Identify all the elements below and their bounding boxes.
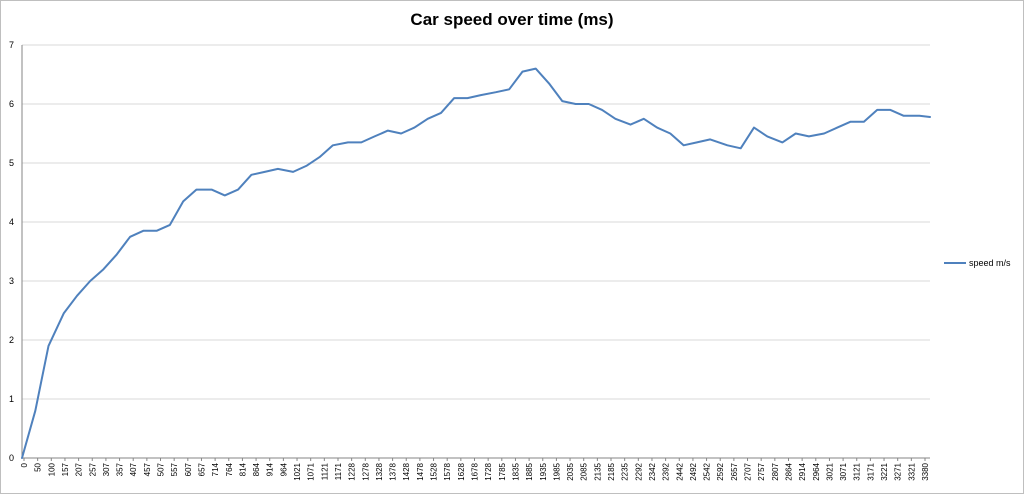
y-tick-label: 4 — [9, 217, 14, 227]
x-tick-label: 2342 — [648, 462, 657, 480]
x-tick-label: 2492 — [689, 462, 698, 480]
x-tick-label: 507 — [157, 462, 166, 476]
x-tick-label: 1528 — [430, 462, 439, 480]
x-tick-label: 1985 — [552, 462, 561, 480]
x-tick-label: 2964 — [812, 462, 821, 480]
y-tick-label: 3 — [9, 276, 14, 286]
x-tick-label: 1935 — [539, 462, 548, 480]
x-tick-label: 3380 — [921, 462, 930, 480]
x-tick-label: 2235 — [621, 462, 630, 480]
x-tick-label: 2442 — [675, 462, 684, 480]
x-tick-label: 2864 — [784, 462, 793, 480]
x-tick-label: 1328 — [375, 462, 384, 480]
axes — [21, 45, 930, 459]
x-tick-label: 1478 — [416, 462, 425, 480]
x-tick-label: 3121 — [853, 462, 862, 480]
x-tick-label: 2542 — [703, 462, 712, 480]
x-tick-label: 257 — [88, 462, 97, 476]
x-tick-label: 2757 — [757, 462, 766, 480]
chart-title: Car speed over time (ms) — [410, 10, 614, 29]
x-tick-label: 407 — [129, 462, 138, 476]
gridlines — [22, 44, 930, 400]
x-tick-label: 1021 — [293, 462, 302, 480]
x-tick-label: 764 — [225, 462, 234, 476]
x-tick-label: 1171 — [334, 462, 343, 480]
legend-label: speed m/s — [969, 258, 1011, 268]
x-tick-label: 3171 — [866, 462, 875, 480]
y-axis-ticks: 0 1 2 3 4 5 6 7 — [9, 40, 14, 463]
x-tick-label: 1578 — [443, 462, 452, 480]
x-tick-label: 3221 — [880, 462, 889, 480]
x-tick-label: 2707 — [744, 462, 753, 480]
x-tick-label: 3271 — [894, 462, 903, 480]
x-tick-label: 2135 — [593, 462, 602, 480]
x-tick-label: 3321 — [907, 462, 916, 480]
x-tick-label: 1278 — [361, 462, 370, 480]
x-tick-label: 2657 — [730, 462, 739, 480]
x-axis-ticks: 0 50 100 157 207 257 307 357 407 457 507 557 607 657 7… — [20, 458, 930, 481]
x-tick-label: 914 — [266, 462, 275, 476]
x-tick-label: 1228 — [348, 462, 357, 480]
x-tick-label: 964 — [279, 462, 288, 476]
x-tick-label: 2185 — [607, 462, 616, 480]
x-tick-label: 2292 — [634, 462, 643, 480]
x-tick-label: 657 — [197, 462, 206, 476]
y-tick-label: 2 — [9, 335, 14, 345]
x-tick-label: 1428 — [402, 462, 411, 480]
x-tick-label: 100 — [47, 462, 56, 476]
x-tick-label: 357 — [116, 462, 125, 476]
y-tick-label: 5 — [9, 158, 14, 168]
x-tick-label: 714 — [211, 462, 220, 476]
x-tick-label: 307 — [102, 462, 111, 476]
x-tick-label: 1785 — [498, 462, 507, 480]
x-tick-label: 1835 — [511, 462, 520, 480]
x-tick-label: 2914 — [798, 462, 807, 480]
x-tick-label: 607 — [184, 462, 193, 476]
x-tick-label: 2807 — [771, 462, 780, 480]
x-tick-label: 1728 — [484, 462, 493, 480]
x-tick-label: 157 — [61, 462, 70, 476]
x-tick-label: 2592 — [716, 462, 725, 480]
x-tick-label: 1885 — [525, 462, 534, 480]
y-tick-label: 7 — [9, 40, 14, 50]
x-tick-label: 2392 — [662, 462, 671, 480]
series-line-speed — [21, 67, 931, 459]
series-layer — [21, 67, 931, 459]
x-tick-label: 50 — [34, 462, 43, 471]
x-tick-label: 1678 — [471, 462, 480, 480]
x-tick-label: 2085 — [580, 462, 589, 480]
x-tick-label: 3021 — [825, 462, 834, 480]
x-tick-label: 1071 — [307, 462, 316, 480]
y-tick-label: 1 — [9, 394, 14, 404]
y-tick-label: 6 — [9, 99, 14, 109]
x-tick-label: 457 — [143, 462, 152, 476]
x-tick-label: 207 — [75, 462, 84, 476]
x-tick-label: 0 — [20, 462, 29, 467]
x-tick-label: 1628 — [457, 462, 466, 480]
x-tick-label: 814 — [238, 462, 247, 476]
x-tick-label: 3071 — [839, 462, 848, 480]
x-tick-label: 864 — [252, 462, 261, 476]
x-tick-label: 1121 — [320, 462, 329, 480]
x-tick-label: 557 — [170, 462, 179, 476]
y-tick-label: 0 — [9, 453, 14, 463]
x-tick-label: 2035 — [566, 462, 575, 480]
legend: speed m/s — [944, 258, 1011, 268]
x-tick-label: 1378 — [389, 462, 398, 480]
